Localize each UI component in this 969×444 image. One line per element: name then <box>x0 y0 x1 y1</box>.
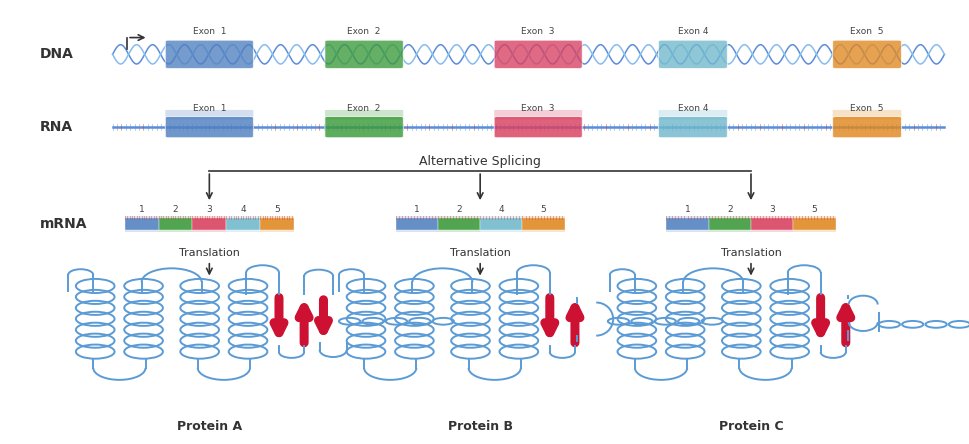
FancyBboxPatch shape <box>158 218 192 230</box>
FancyBboxPatch shape <box>750 218 793 230</box>
FancyBboxPatch shape <box>480 218 522 230</box>
FancyBboxPatch shape <box>437 218 480 230</box>
FancyBboxPatch shape <box>260 218 294 230</box>
Text: Translation: Translation <box>178 248 239 258</box>
FancyBboxPatch shape <box>325 40 403 68</box>
Text: Exon  2: Exon 2 <box>347 27 381 36</box>
FancyBboxPatch shape <box>192 218 226 230</box>
Text: Alternative Splicing: Alternative Splicing <box>419 155 541 168</box>
FancyBboxPatch shape <box>437 216 480 232</box>
Text: 3: 3 <box>768 205 774 214</box>
FancyBboxPatch shape <box>658 40 727 68</box>
FancyBboxPatch shape <box>158 216 192 232</box>
FancyBboxPatch shape <box>226 218 260 230</box>
FancyBboxPatch shape <box>125 218 158 230</box>
FancyBboxPatch shape <box>226 216 260 232</box>
FancyBboxPatch shape <box>125 216 158 232</box>
FancyBboxPatch shape <box>793 218 834 230</box>
FancyBboxPatch shape <box>522 216 564 232</box>
Text: 2: 2 <box>455 205 461 214</box>
FancyBboxPatch shape <box>666 216 708 232</box>
FancyBboxPatch shape <box>192 216 226 232</box>
Text: 2: 2 <box>172 205 178 214</box>
Text: 3: 3 <box>206 205 212 214</box>
FancyBboxPatch shape <box>658 110 727 119</box>
Text: 4: 4 <box>240 205 246 214</box>
FancyBboxPatch shape <box>658 116 727 138</box>
Text: 4: 4 <box>498 205 504 214</box>
FancyBboxPatch shape <box>480 216 522 232</box>
FancyBboxPatch shape <box>666 218 708 230</box>
FancyBboxPatch shape <box>493 110 581 119</box>
FancyBboxPatch shape <box>708 218 750 230</box>
FancyBboxPatch shape <box>708 216 750 232</box>
Text: Protein A: Protein A <box>176 420 241 433</box>
Text: Exon  5: Exon 5 <box>850 27 883 36</box>
Text: 5: 5 <box>540 205 546 214</box>
FancyBboxPatch shape <box>325 110 403 119</box>
Text: Exon 4: Exon 4 <box>677 103 707 113</box>
FancyBboxPatch shape <box>831 110 900 119</box>
Text: Exon  2: Exon 2 <box>347 103 381 113</box>
FancyBboxPatch shape <box>165 116 253 138</box>
Text: Exon  1: Exon 1 <box>193 27 226 36</box>
Text: 5: 5 <box>811 205 817 214</box>
Text: Exon  5: Exon 5 <box>850 103 883 113</box>
FancyBboxPatch shape <box>165 40 253 68</box>
Text: DNA: DNA <box>40 48 74 61</box>
Text: Exon  1: Exon 1 <box>193 103 226 113</box>
Text: RNA: RNA <box>40 120 73 134</box>
FancyBboxPatch shape <box>831 116 900 138</box>
Text: 1: 1 <box>684 205 690 214</box>
Text: Translation: Translation <box>720 248 781 258</box>
Text: mRNA: mRNA <box>40 217 87 231</box>
Text: 1: 1 <box>414 205 420 214</box>
FancyBboxPatch shape <box>831 40 900 68</box>
Text: 5: 5 <box>274 205 280 214</box>
FancyBboxPatch shape <box>522 218 564 230</box>
Text: Exon  3: Exon 3 <box>521 27 554 36</box>
FancyBboxPatch shape <box>493 116 581 138</box>
Text: Exon  3: Exon 3 <box>521 103 554 113</box>
FancyBboxPatch shape <box>493 40 581 68</box>
FancyBboxPatch shape <box>395 218 437 230</box>
Text: 2: 2 <box>727 205 732 214</box>
FancyBboxPatch shape <box>395 216 437 232</box>
Text: Protein B: Protein B <box>448 420 513 433</box>
Text: Protein C: Protein C <box>718 420 783 433</box>
Text: Translation: Translation <box>450 248 510 258</box>
FancyBboxPatch shape <box>165 110 253 119</box>
Text: Exon 4: Exon 4 <box>677 27 707 36</box>
FancyBboxPatch shape <box>793 216 834 232</box>
FancyBboxPatch shape <box>750 216 793 232</box>
FancyBboxPatch shape <box>325 116 403 138</box>
Text: 1: 1 <box>139 205 144 214</box>
FancyBboxPatch shape <box>260 216 294 232</box>
